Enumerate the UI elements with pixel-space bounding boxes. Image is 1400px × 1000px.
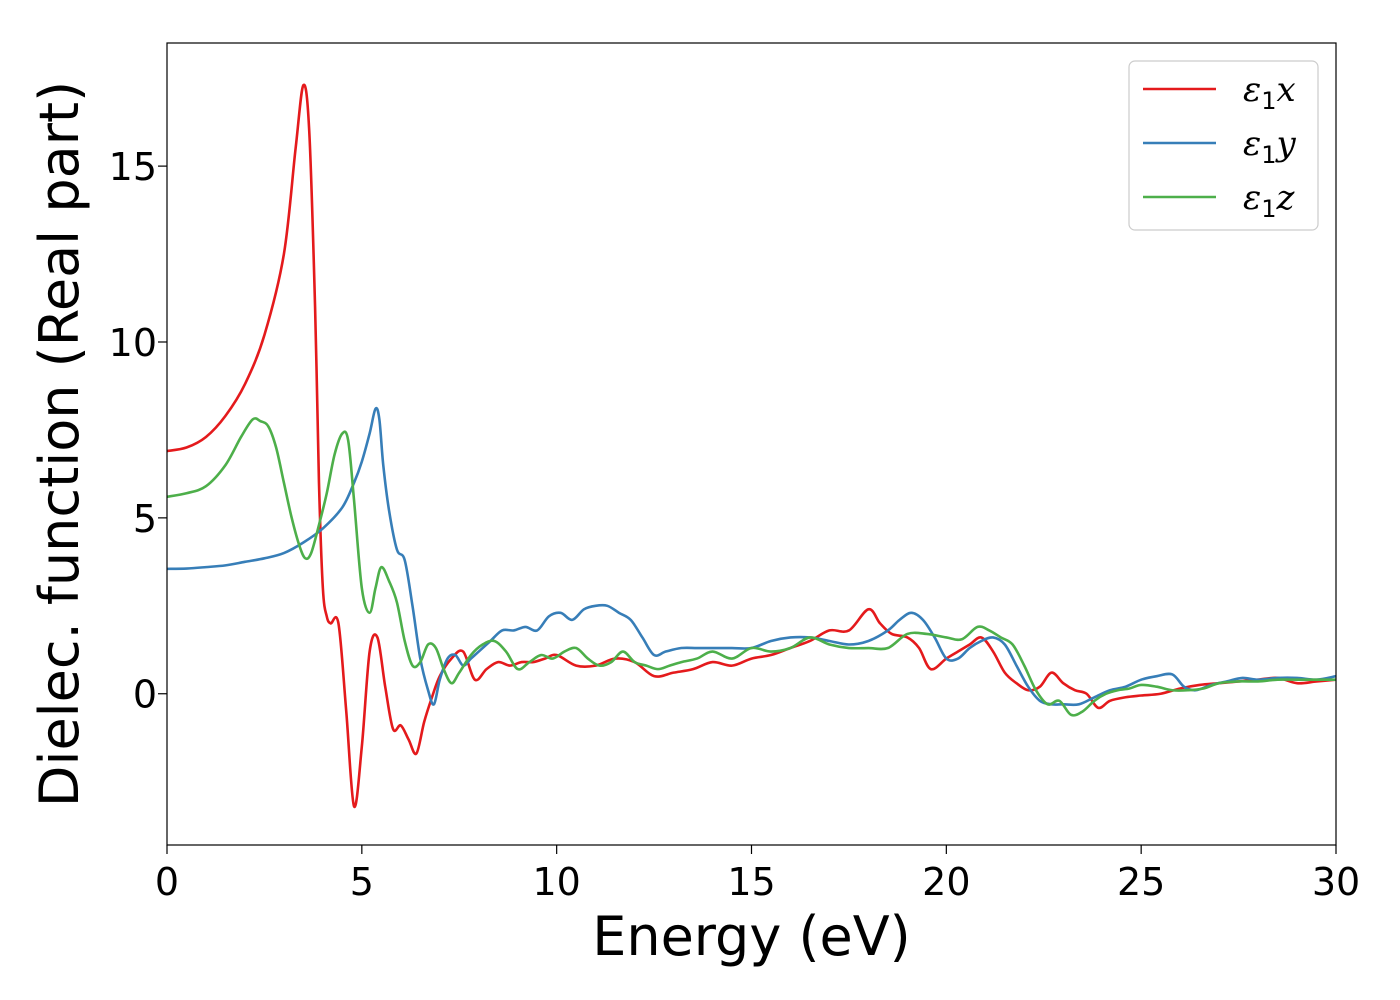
x-tick-label: 20 xyxy=(922,860,970,904)
y-tick-label: 0 xyxy=(133,673,157,717)
legend-label-symbol: ε xyxy=(1243,124,1261,164)
x-tick-label: 10 xyxy=(532,860,580,904)
legend-item-z: ε1z xyxy=(1143,178,1296,223)
y-tick-label: 5 xyxy=(133,497,157,541)
legend-label: ε1y xyxy=(1243,124,1297,169)
x-tick-label: 5 xyxy=(350,860,374,904)
legend-label-subscript: 1 xyxy=(1261,195,1276,223)
legend-box xyxy=(1128,60,1319,231)
legend-label-symbol: ε xyxy=(1243,178,1261,218)
legend-item-x: ε1x xyxy=(1143,70,1296,115)
y-axis-title: Dielec. function (Real part) xyxy=(28,81,91,807)
series-line-y xyxy=(167,406,1336,707)
legend-label-subscript: 1 xyxy=(1261,87,1276,115)
y-tick-label: 10 xyxy=(109,321,157,365)
legend-label-symbol: ε xyxy=(1243,70,1261,110)
legend-label: ε1x xyxy=(1243,70,1296,115)
y-tick-label: 15 xyxy=(109,145,157,189)
x-axis-title: Energy (eV) xyxy=(592,905,911,968)
series-layer xyxy=(167,83,1336,808)
x-tick-label: 0 xyxy=(155,860,179,904)
series-line-z xyxy=(167,417,1336,717)
legend-label: ε1z xyxy=(1243,178,1296,223)
series-line-x xyxy=(167,83,1336,808)
legend-label-component: x xyxy=(1277,70,1296,110)
x-tick-label: 30 xyxy=(1312,860,1360,904)
y-axis: 0 5 10 15 xyxy=(109,145,167,717)
x-axis: 0 5 10 15 20 25 30 xyxy=(155,845,1360,904)
legend-label-subscript: 1 xyxy=(1261,141,1276,169)
legend-item-y: ε1y xyxy=(1143,124,1297,169)
legend-label-component: y xyxy=(1275,124,1297,164)
x-tick-label: 25 xyxy=(1117,860,1165,904)
legend-label-component: z xyxy=(1276,178,1296,218)
x-tick-label: 15 xyxy=(727,860,775,904)
